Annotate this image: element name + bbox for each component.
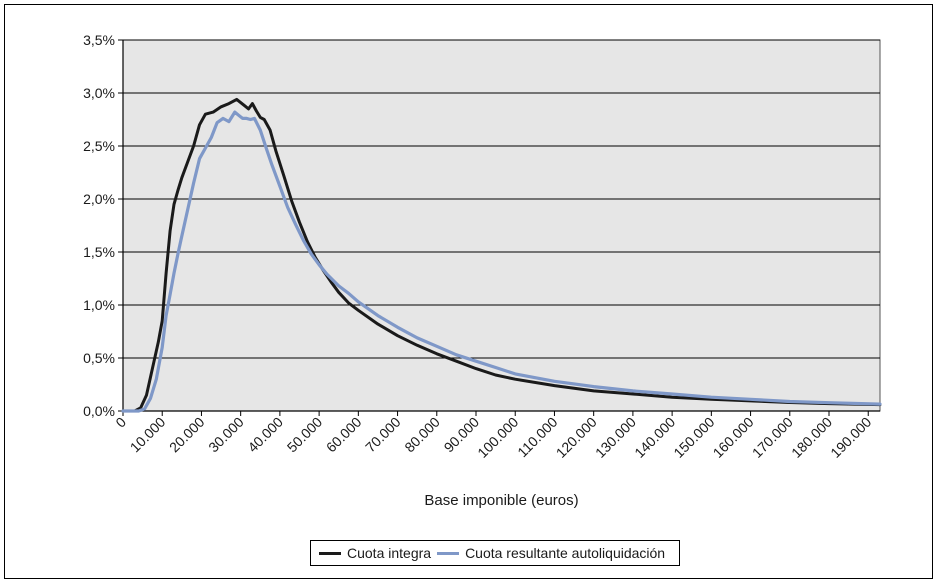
x-tick-label: 10.000: [127, 414, 169, 456]
x-tick-label: 130.000: [592, 414, 639, 461]
plot-area: [122, 39, 881, 412]
x-tick-label: 20.000: [166, 414, 208, 456]
legend: Cuota integra Cuota resultante autoliqui…: [310, 540, 681, 566]
series-line-2: [121, 110, 882, 413]
axes: [122, 40, 880, 412]
x-tick-label: 70.000: [362, 414, 404, 456]
y-axis-ticks: 0,0% 0,5% 1,0% 1,5% 2,0% 2,5% 3,0% 3,5%: [83, 32, 123, 419]
legend-label-series-1: Cuota integra: [347, 545, 432, 561]
x-tick-label: 30.000: [205, 414, 247, 456]
x-tick-label: 170.000: [749, 414, 796, 461]
x-tick-label: 80.000: [401, 414, 443, 456]
y-tick-label: 1,5%: [83, 244, 115, 260]
x-tick-label: 110.000: [514, 414, 561, 461]
series-line-1: [121, 97, 882, 413]
y-tick-label: 2,0%: [83, 191, 115, 207]
y-tick-label: 2,5%: [83, 138, 115, 154]
legend-label-series-2: Cuota resultante autoliquidación: [465, 545, 666, 561]
x-tick-label: 150.000: [670, 414, 717, 461]
y-tick-label: 0,5%: [83, 350, 115, 366]
x-tick-label: 0: [112, 414, 129, 431]
x-tick-label: 140.000: [631, 414, 678, 461]
x-axis-ticks: 010.00020.00030.00040.00050.00060.00070.…: [112, 411, 875, 461]
series-layer: [121, 97, 882, 413]
x-tick-label: 160.000: [710, 414, 757, 461]
line-chart: 0,0% 0,5% 1,0% 1,5% 2,0% 2,5% 3,0% 3,5% 010.000…: [83, 32, 882, 509]
legend-swatch-series-2: [437, 551, 460, 555]
x-tick-label: 50.000: [284, 414, 326, 456]
y-tick-label: 3,5%: [83, 32, 115, 48]
legend-item-series-2: Cuota resultante autoliquidación: [437, 545, 665, 561]
x-tick-label: 60.000: [323, 414, 365, 456]
x-tick-label: 190.000: [827, 414, 874, 461]
gridlines: [123, 39, 880, 359]
legend-swatch-series-1: [319, 551, 341, 555]
y-tick-label: 3,0%: [83, 85, 115, 101]
x-axis-title: Base imponible (euros): [424, 492, 578, 509]
chart-frame: 0,0% 0,5% 1,0% 1,5% 2,0% 2,5% 3,0% 3,5% 0 10.000…: [4, 4, 933, 579]
legend-item-series-1: Cuota integra: [319, 545, 431, 561]
x-tick-label: 180.000: [788, 414, 835, 461]
y-tick-label: 0,0%: [83, 403, 115, 419]
x-tick-label: 40.000: [244, 414, 286, 456]
x-tick-label: 120.000: [553, 414, 600, 461]
y-tick-label: 1,0%: [83, 297, 115, 313]
x-tick-label: 100.000: [474, 414, 521, 461]
